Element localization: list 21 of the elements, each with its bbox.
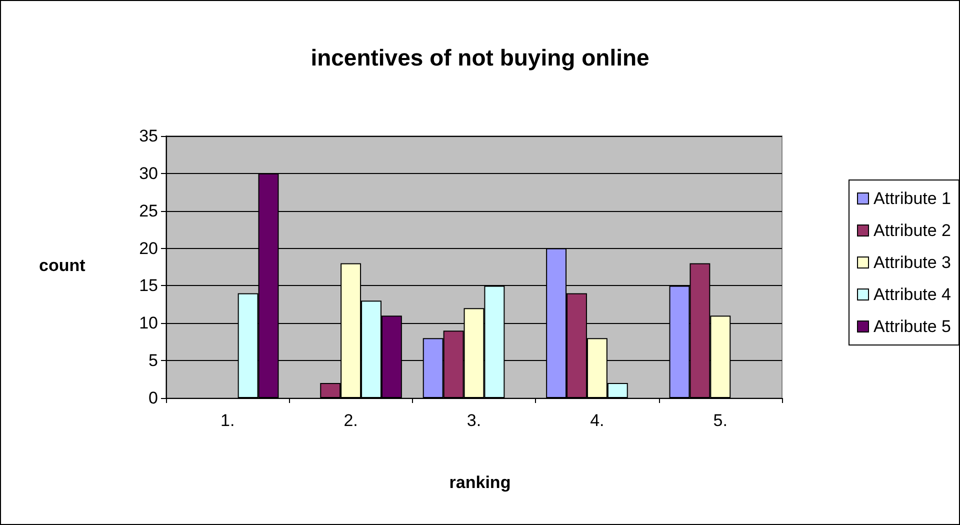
x-tick-label: 5. (713, 411, 728, 430)
x-tick-label: 2. (344, 411, 358, 430)
chart-title: incentives of not buying online (310, 44, 650, 70)
x-tick-label: 3. (466, 411, 482, 430)
legend-label: Attribute 5 (874, 317, 952, 336)
y-tick-label: 10 (139, 314, 158, 333)
y-tick-label: 20 (139, 238, 158, 258)
y-tick-label: 30 (139, 164, 158, 183)
y-tick-label: 0 (148, 388, 158, 408)
y-tick-label: 35 (139, 126, 158, 146)
y-tick-label: 5 (148, 351, 158, 370)
legend-label: Attribute 3 (874, 253, 952, 272)
legend-label: Attribute 4 (874, 285, 952, 304)
x-axis-title: ranking (449, 473, 511, 492)
y-axis-title: count (39, 256, 86, 275)
y-tick-label: 15 (139, 276, 158, 296)
x-tick-label: 4. (590, 411, 604, 430)
legend-label: Attribute 2 (874, 221, 952, 240)
legend-label: Attribute 1 (874, 189, 952, 208)
y-tick-label: 25 (139, 201, 158, 220)
x-tick-label: 1. (220, 411, 235, 430)
